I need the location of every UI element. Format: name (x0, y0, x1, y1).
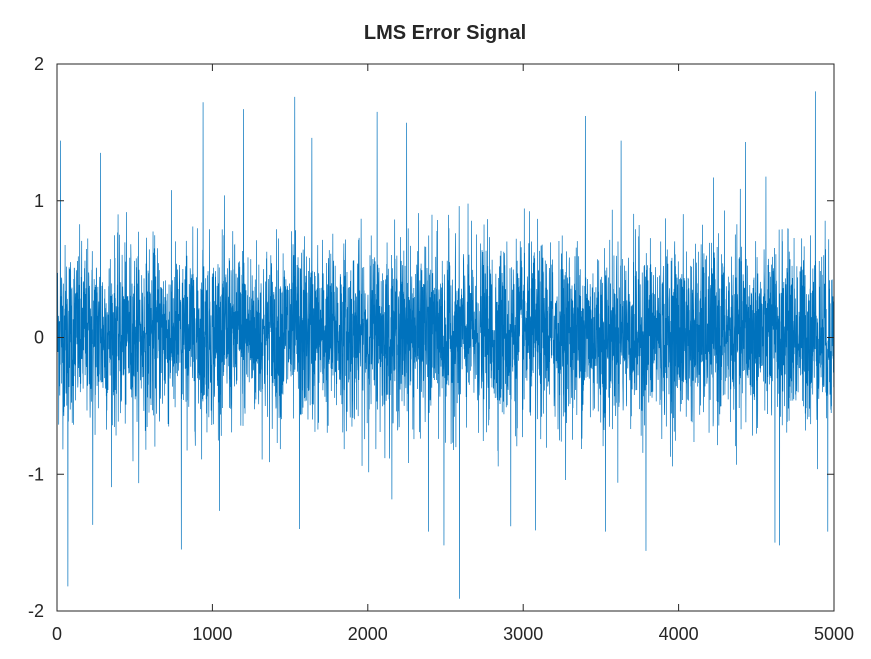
x-tick-label: 3000 (503, 624, 543, 644)
y-tick-label: 1 (34, 191, 44, 211)
y-tick-label: 0 (34, 328, 44, 348)
series-layer (56, 91, 835, 599)
chart-title: LMS Error Signal (364, 22, 526, 44)
ticks-layer: 0 1000 2000 3000 4000 5000 -2 -1 0 1 2 (28, 54, 854, 644)
y-tick-label: -2 (28, 601, 44, 621)
x-tick-label: 0 (52, 624, 62, 644)
x-tick-label: 2000 (348, 624, 388, 644)
error-signal-line (56, 91, 835, 599)
x-tick-label: 1000 (192, 624, 232, 644)
x-tick-label: 5000 (814, 624, 854, 644)
x-tick-label: 4000 (659, 624, 699, 644)
y-tick-label: 2 (34, 54, 44, 74)
y-tick-label: -1 (28, 464, 44, 484)
